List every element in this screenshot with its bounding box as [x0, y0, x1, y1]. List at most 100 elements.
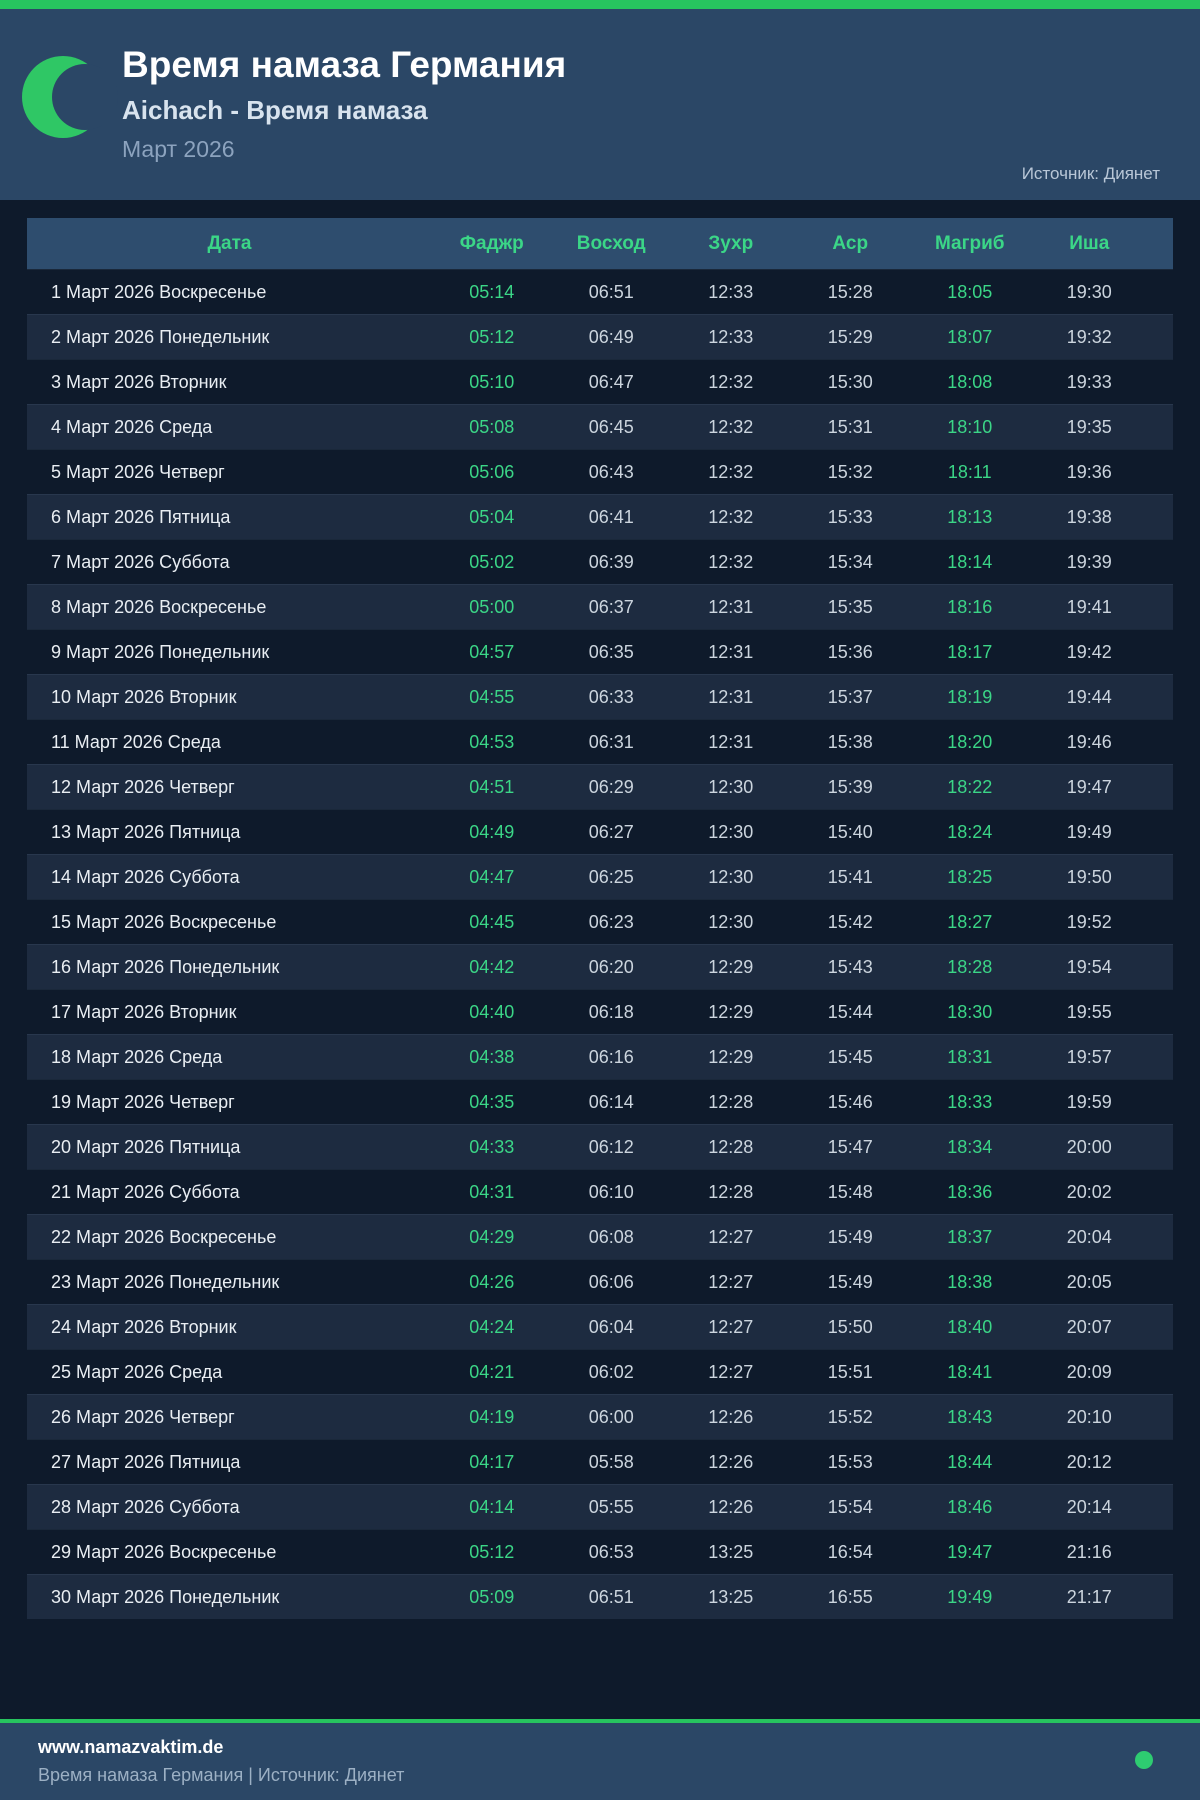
cell-maghrib: 18:44: [910, 1439, 1030, 1484]
column-header-asr: Аср: [790, 218, 910, 269]
cell-asr: 15:38: [790, 719, 910, 764]
cell-isha: 19:52: [1029, 899, 1173, 944]
table-row: 6 Март 2026 Пятница 05:04 06:41 12:32 15:33 1…: [27, 494, 1173, 539]
cell-date: 28 Март 2026 Суббота: [27, 1484, 432, 1529]
cell-fajr: 04:47: [432, 854, 552, 899]
cell-asr: 15:53: [790, 1439, 910, 1484]
cell-sunrise: 05:58: [551, 1439, 671, 1484]
cell-maghrib: 19:47: [910, 1529, 1030, 1574]
cell-sunrise: 05:55: [551, 1484, 671, 1529]
cell-sunrise: 06:47: [551, 359, 671, 404]
cell-dhuhr: 12:31: [671, 584, 791, 629]
cell-sunrise: 06:10: [551, 1169, 671, 1214]
cell-dhuhr: 12:32: [671, 404, 791, 449]
cell-maghrib: 18:28: [910, 944, 1030, 989]
cell-sunrise: 06:08: [551, 1214, 671, 1259]
cell-asr: 15:39: [790, 764, 910, 809]
cell-isha: 19:55: [1029, 989, 1173, 1034]
cell-isha: 20:07: [1029, 1304, 1173, 1349]
cell-date: 9 Март 2026 Понедельник: [27, 629, 432, 674]
cell-asr: 15:49: [790, 1259, 910, 1304]
column-header-fajr: Фаджр: [432, 218, 552, 269]
table-row: 22 Март 2026 Воскресенье 04:29 06:08 12:27 1…: [27, 1214, 1173, 1259]
cell-isha: 19:33: [1029, 359, 1173, 404]
cell-dhuhr: 12:30: [671, 809, 791, 854]
cell-maghrib: 18:38: [910, 1259, 1030, 1304]
column-header-dhuhr: Зухр: [671, 218, 791, 269]
cell-isha: 19:36: [1029, 449, 1173, 494]
cell-asr: 15:34: [790, 539, 910, 584]
column-header-sunrise: Восход: [551, 218, 671, 269]
cell-fajr: 05:10: [432, 359, 552, 404]
cell-asr: 15:42: [790, 899, 910, 944]
cell-sunrise: 06:18: [551, 989, 671, 1034]
cell-fajr: 04:31: [432, 1169, 552, 1214]
cell-isha: 19:54: [1029, 944, 1173, 989]
table-row: 19 Март 2026 Четверг 04:35 06:14 12:28 15:46…: [27, 1079, 1173, 1124]
cell-maghrib: 18:22: [910, 764, 1030, 809]
cell-date: 30 Март 2026 Понедельник: [27, 1574, 432, 1619]
cell-maghrib: 18:46: [910, 1484, 1030, 1529]
cell-maghrib: 18:17: [910, 629, 1030, 674]
cell-date: 22 Март 2026 Воскресенье: [27, 1214, 432, 1259]
crescent-moon-icon: [22, 56, 118, 138]
table-row: 1 Март 2026 Воскресенье 05:14 06:51 12:33 15…: [27, 269, 1173, 314]
cell-fajr: 04:57: [432, 629, 552, 674]
cell-isha: 20:14: [1029, 1484, 1173, 1529]
cell-sunrise: 06:31: [551, 719, 671, 764]
cell-fajr: 04:53: [432, 719, 552, 764]
cell-isha: 19:47: [1029, 764, 1173, 809]
cell-asr: 15:30: [790, 359, 910, 404]
table-row: 9 Март 2026 Понедельник 04:57 06:35 12:31 15…: [27, 629, 1173, 674]
cell-sunrise: 06:20: [551, 944, 671, 989]
cell-date: 20 Март 2026 Пятница: [27, 1124, 432, 1169]
cell-date: 5 Март 2026 Четверг: [27, 449, 432, 494]
cell-dhuhr: 12:27: [671, 1304, 791, 1349]
cell-maghrib: 18:24: [910, 809, 1030, 854]
cell-sunrise: 06:00: [551, 1394, 671, 1439]
cell-asr: 15:35: [790, 584, 910, 629]
cell-date: 7 Март 2026 Суббота: [27, 539, 432, 584]
cell-fajr: 04:40: [432, 989, 552, 1034]
cell-dhuhr: 12:31: [671, 674, 791, 719]
cell-isha: 20:09: [1029, 1349, 1173, 1394]
table-row: 27 Март 2026 Пятница 04:17 05:58 12:26 15:53…: [27, 1439, 1173, 1484]
cell-asr: 15:50: [790, 1304, 910, 1349]
cell-asr: 15:49: [790, 1214, 910, 1259]
cell-isha: 21:16: [1029, 1529, 1173, 1574]
cell-fajr: 04:51: [432, 764, 552, 809]
table-row: 7 Март 2026 Суббота 05:02 06:39 12:32 15:34 1…: [27, 539, 1173, 584]
cell-asr: 15:54: [790, 1484, 910, 1529]
cell-fajr: 04:19: [432, 1394, 552, 1439]
cell-fajr: 04:42: [432, 944, 552, 989]
cell-fajr: 05:08: [432, 404, 552, 449]
table-row: 4 Март 2026 Среда 05:08 06:45 12:32 15:31 18:…: [27, 404, 1173, 449]
cell-dhuhr: 12:27: [671, 1349, 791, 1394]
cell-date: 26 Март 2026 Четверг: [27, 1394, 432, 1439]
cell-maghrib: 18:14: [910, 539, 1030, 584]
cell-dhuhr: 13:25: [671, 1529, 791, 1574]
table-row: 16 Март 2026 Понедельник 04:42 06:20 12:29 1…: [27, 944, 1173, 989]
cell-maghrib: 18:41: [910, 1349, 1030, 1394]
cell-dhuhr: 12:31: [671, 629, 791, 674]
cell-maghrib: 19:49: [910, 1574, 1030, 1619]
cell-isha: 19:59: [1029, 1079, 1173, 1124]
cell-sunrise: 06:53: [551, 1529, 671, 1574]
table-row: 20 Март 2026 Пятница 04:33 06:12 12:28 15:47…: [27, 1124, 1173, 1169]
cell-sunrise: 06:23: [551, 899, 671, 944]
cell-isha: 20:04: [1029, 1214, 1173, 1259]
header-text-block: Время намаза Германия Aichach - Время на…: [122, 45, 566, 163]
cell-sunrise: 06:49: [551, 314, 671, 359]
cell-dhuhr: 12:32: [671, 494, 791, 539]
cell-isha: 19:39: [1029, 539, 1173, 584]
cell-dhuhr: 12:32: [671, 539, 791, 584]
cell-maghrib: 18:07: [910, 314, 1030, 359]
cell-sunrise: 06:33: [551, 674, 671, 719]
cell-isha: 20:05: [1029, 1259, 1173, 1304]
cell-sunrise: 06:43: [551, 449, 671, 494]
cell-date: 18 Март 2026 Среда: [27, 1034, 432, 1079]
cell-sunrise: 06:12: [551, 1124, 671, 1169]
cell-sunrise: 06:51: [551, 269, 671, 314]
cell-sunrise: 06:35: [551, 629, 671, 674]
table-row: 10 Март 2026 Вторник 04:55 06:33 12:31 15:37…: [27, 674, 1173, 719]
